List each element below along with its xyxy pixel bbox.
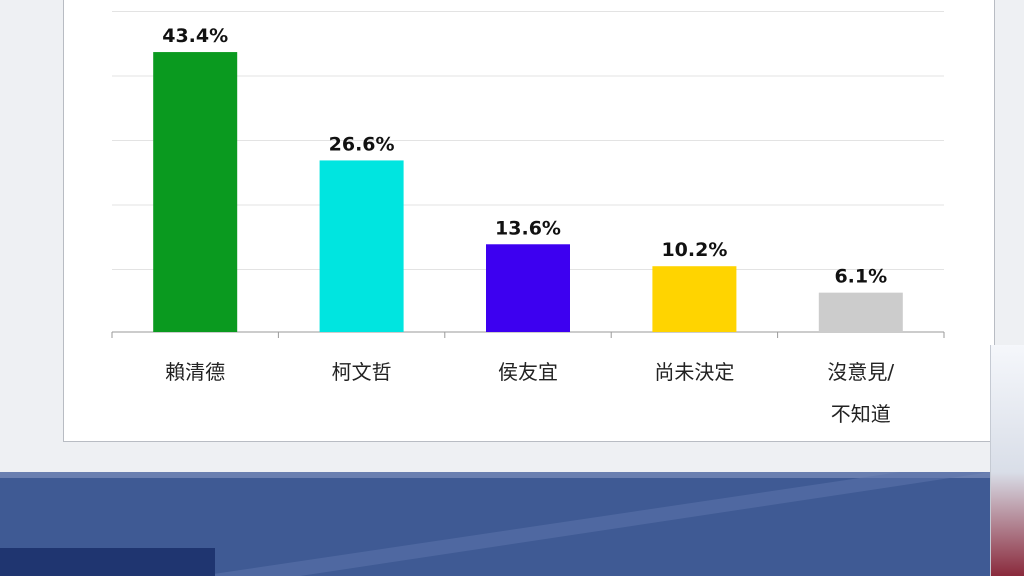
category-label-4: 尚未決定 [654,360,734,384]
category-label-3: 侯友宜 [498,360,558,384]
bar-5 [818,292,903,332]
value-label-5: 6.1% [834,266,887,288]
bars [153,52,903,332]
category-label-line: 賴清德 [165,360,225,384]
category-label-line: 沒意見/ [827,360,894,384]
bar-4 [652,266,737,332]
value-labels: 43.4% 26.6% 13.6% 10.2% 6.1% [162,25,887,288]
bar-chart: 43.4% 26.6% 13.6% 10.2% 6.1% 賴清德 柯文哲 侯友宜 尚未決定 沒意… [111,11,945,426]
category-label-1: 賴清德 [165,360,225,384]
side-overlay [990,345,1024,576]
category-label-line: 不知道 [831,402,891,426]
category-label-line: 柯文哲 [332,360,392,384]
value-label-2: 26.6% [329,133,395,155]
bar-3 [486,244,570,332]
footer-stripe-decoration [0,472,1024,576]
value-label-4: 10.2% [661,239,727,261]
category-label-5: 沒意見/不知道 [827,360,894,426]
category-labels: 賴清德 柯文哲 侯友宜 尚未決定 沒意見/不知道 [165,360,894,426]
category-label-2: 柯文哲 [332,360,392,384]
category-label-line: 尚未決定 [654,360,734,384]
chart-panel: 43.4% 26.6% 13.6% 10.2% 6.1% 賴清德 柯文哲 侯友宜 尚未決定 沒意… [63,0,995,442]
value-label-1: 43.4% [162,25,228,47]
bar-2 [319,160,404,332]
value-label-3: 13.6% [495,217,561,239]
channel-logo-badge [0,548,215,576]
bar-1 [153,52,238,332]
category-label-line: 侯友宜 [498,360,558,384]
